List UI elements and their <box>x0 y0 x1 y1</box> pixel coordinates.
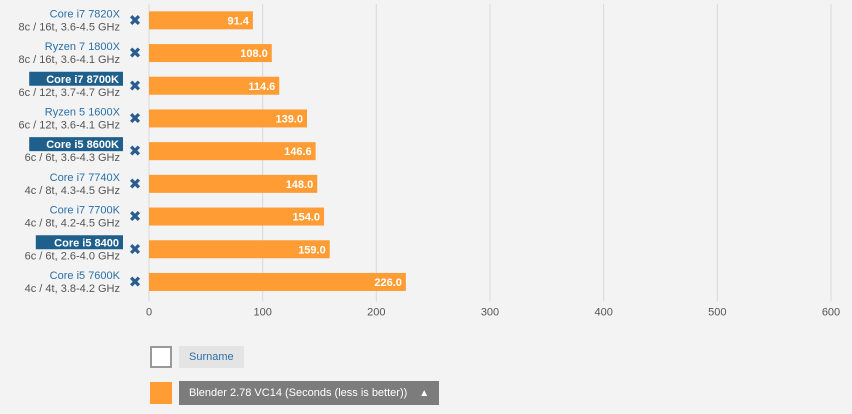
bar[interactable] <box>149 174 318 193</box>
category-spec: 4c / 8t, 4.3-4.5 GHz <box>25 185 120 197</box>
category-name: Core i5 7600K <box>50 270 121 282</box>
bar[interactable] <box>149 272 406 291</box>
close-icon[interactable]: ✖ <box>129 143 142 160</box>
x-tick-label: 100 <box>253 306 271 318</box>
surname-swatch[interactable] <box>150 346 172 368</box>
category-name: Ryzen 7 1800X <box>45 41 121 53</box>
series-label: Blender 2.78 VC14 (Seconds (less is bett… <box>189 387 408 399</box>
bar[interactable] <box>149 240 330 259</box>
x-tick-label: 0 <box>146 306 152 318</box>
series-selector-button[interactable]: Blender 2.78 VC14 (Seconds (less is bett… <box>179 381 440 405</box>
x-tick-label: 400 <box>594 306 612 318</box>
highlight-badge <box>29 71 124 86</box>
close-icon[interactable]: ✖ <box>129 176 142 193</box>
bar-value-label: 154.0 <box>293 212 321 224</box>
caret-up-icon: ▲ <box>419 387 430 399</box>
legend-series[interactable]: Blender 2.78 VC14 (Seconds (less is bett… <box>150 381 440 405</box>
bar[interactable] <box>149 142 316 161</box>
category-name: Core i7 7820X <box>50 8 121 20</box>
x-tick-label: 500 <box>708 306 726 318</box>
category-spec: 6c / 6t, 2.6-4.0 GHz <box>25 250 120 262</box>
category-name: Core i7 8700K <box>46 74 119 86</box>
bar-value-label: 139.0 <box>275 113 303 125</box>
bar[interactable] <box>149 109 307 128</box>
category-name: Ryzen 5 1600X <box>45 106 121 118</box>
x-axis-ticks: 0 100 200 300 400 500 600 <box>146 306 840 318</box>
x-tick-label: 600 <box>822 306 840 318</box>
bar[interactable] <box>149 11 253 30</box>
bar-value-label: 159.0 <box>298 244 326 256</box>
bar-value-label: 114.6 <box>248 81 275 93</box>
bar[interactable] <box>149 44 272 63</box>
close-icon[interactable]: ✖ <box>129 209 142 226</box>
close-icon[interactable]: ✖ <box>129 45 142 62</box>
close-icon[interactable]: ✖ <box>129 110 142 127</box>
bar-value-label: 91.4 <box>227 15 249 27</box>
close-icon[interactable]: ✖ <box>129 12 142 29</box>
close-icon[interactable]: ✖ <box>129 241 142 258</box>
category-name: Core i5 8400 <box>54 237 119 249</box>
close-icon[interactable]: ✖ <box>129 78 142 95</box>
close-icon[interactable]: ✖ <box>129 274 142 291</box>
category-spec: 8c / 16t, 3.6-4.5 GHz <box>19 21 121 33</box>
bar-value-label: 226.0 <box>374 277 402 289</box>
category-spec: 6c / 12t, 3.6-4.1 GHz <box>19 119 121 131</box>
legend-surname[interactable]: Surname <box>150 346 244 368</box>
bar[interactable] <box>149 76 280 95</box>
category-spec: 4c / 4t, 3.8-4.2 GHz <box>25 283 120 295</box>
category-name: Core i5 8600K <box>46 139 119 151</box>
x-tick-label: 300 <box>481 306 499 318</box>
bar-value-label: 108.0 <box>240 48 268 60</box>
surname-button[interactable]: Surname <box>179 346 244 368</box>
category-spec: 6c / 6t, 3.6-4.3 GHz <box>25 152 120 164</box>
category-name: Core i7 7700K <box>50 205 121 217</box>
bar-value-label: 148.0 <box>286 179 314 191</box>
highlight-badge <box>35 235 123 250</box>
series-swatch[interactable] <box>150 382 172 404</box>
category-spec: 4c / 8t, 4.2-4.5 GHz <box>25 218 120 230</box>
category-spec: 6c / 12t, 3.7-4.7 GHz <box>19 87 121 99</box>
bar-value-label: 146.6 <box>284 146 312 158</box>
x-tick-label: 200 <box>367 306 385 318</box>
highlight-badge <box>29 137 124 152</box>
category-spec: 8c / 16t, 3.6-4.1 GHz <box>19 54 121 66</box>
bar[interactable] <box>149 207 325 226</box>
bars: 91.4 108.0 114.6 139.0 146.6 148.0 154.0 159.0 2… <box>149 11 406 291</box>
category-name: Core i7 7740X <box>50 172 121 184</box>
